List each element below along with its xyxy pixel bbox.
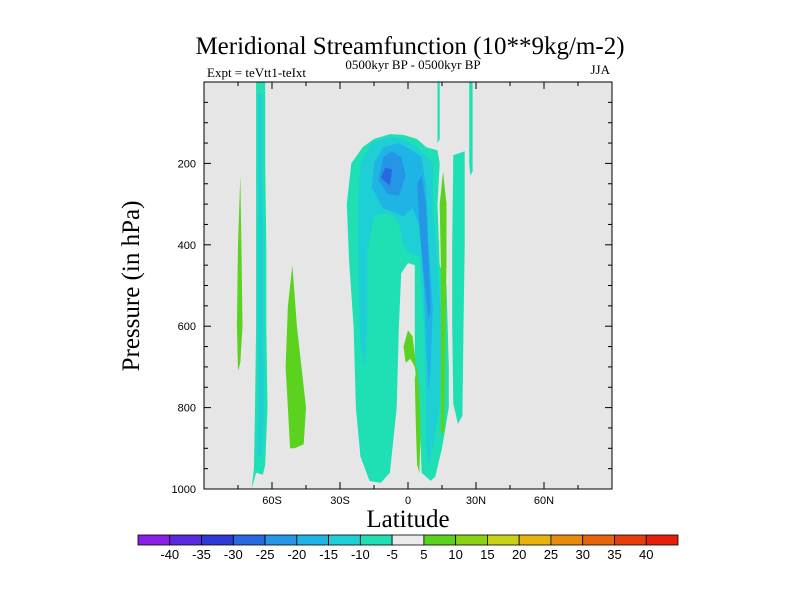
colorbar-label: -15 bbox=[319, 547, 338, 562]
contour-region-1 bbox=[257, 94, 265, 457]
colorbar: -40 -35 -30 -25 -20 -15 -10 -5 5 10 15 20 25 30 35 40 bbox=[137, 534, 679, 562]
contour-region-12 bbox=[439, 171, 447, 437]
colorbar-swatch bbox=[201, 534, 234, 546]
colorbar-label: -35 bbox=[192, 547, 211, 562]
x-axis-label: Latitude bbox=[366, 506, 449, 533]
colorbar-swatch bbox=[391, 534, 425, 546]
contour-region-2 bbox=[236, 175, 243, 371]
colorbar-swatch bbox=[614, 534, 647, 546]
contour-region-11 bbox=[414, 366, 421, 473]
colorbar-swatch bbox=[169, 534, 202, 546]
y-tick-label: 200 bbox=[178, 158, 196, 170]
colorbar-label: 40 bbox=[639, 547, 653, 562]
contour-regions bbox=[236, 82, 473, 489]
axis-ticks: 60S 30S 0 30N 60N 200 400 600 800 1000 bbox=[172, 82, 613, 507]
colorbar-label: 20 bbox=[512, 547, 526, 562]
colorbar-swatch bbox=[550, 534, 584, 546]
colorbar-swatch bbox=[328, 534, 361, 546]
colorbar-label: 25 bbox=[544, 547, 558, 562]
contour-region-6 bbox=[371, 143, 433, 392]
y-axis-label: Pressure (in hPa) bbox=[118, 201, 145, 372]
y-tick-label: 800 bbox=[178, 403, 196, 415]
x-tick-label: 30S bbox=[330, 495, 350, 507]
contour-region-7 bbox=[378, 151, 406, 196]
contour-region-13 bbox=[452, 151, 465, 424]
colorbar-swatch bbox=[455, 534, 488, 546]
contour-region-8 bbox=[417, 175, 431, 319]
contour-region-14 bbox=[469, 82, 473, 176]
chart-subtitle-center: 0500kyr BP - 0500kyr BP bbox=[345, 57, 480, 72]
colorbar-swatch bbox=[296, 534, 329, 546]
y-tick-label: 1000 bbox=[172, 484, 196, 496]
colorbar-label: -25 bbox=[256, 547, 275, 562]
colorbar-label: 10 bbox=[448, 547, 462, 562]
x-tick-label: 60N bbox=[534, 495, 554, 507]
y-tick-label: 600 bbox=[178, 321, 196, 333]
chart-title: Meridional Streamfunction (10**9kg/m-2) bbox=[195, 33, 624, 60]
colorbar-swatch bbox=[232, 534, 266, 546]
colorbar-label: 30 bbox=[575, 547, 589, 562]
colorbar-swatch bbox=[423, 534, 457, 546]
colorbar-swatch bbox=[264, 534, 298, 546]
contour-region-15 bbox=[437, 82, 440, 144]
x-tick-label: 60S bbox=[262, 495, 282, 507]
contour-region-16 bbox=[430, 440, 432, 461]
contour-region-3 bbox=[285, 265, 306, 449]
colorbar-label: -40 bbox=[160, 547, 179, 562]
y-tick-label: 400 bbox=[178, 240, 196, 252]
colorbar-label: -10 bbox=[351, 547, 370, 562]
contour-region-10 bbox=[403, 330, 418, 375]
colorbar-swatch bbox=[582, 534, 615, 546]
colorbar-label: -5 bbox=[386, 547, 398, 562]
colorbar-label: 5 bbox=[420, 547, 427, 562]
colorbar-label: -30 bbox=[224, 547, 243, 562]
chart-subtitle-right: JJA bbox=[590, 62, 610, 77]
chart-subtitle-left: Expt = teVtt1-teIxt bbox=[207, 65, 306, 80]
x-tick-label: 30N bbox=[466, 495, 486, 507]
colorbar-swatch bbox=[645, 534, 679, 546]
x-tick-label: 0 bbox=[405, 495, 411, 507]
colorbar-label: -20 bbox=[287, 547, 306, 562]
colorbar-swatch bbox=[518, 534, 552, 546]
contour-region-9 bbox=[380, 167, 393, 186]
colorbar-label: 35 bbox=[607, 547, 621, 562]
colorbar-swatch bbox=[487, 534, 520, 546]
colorbar-label: 15 bbox=[480, 547, 494, 562]
colorbar-swatch bbox=[359, 534, 393, 546]
colorbar-swatch bbox=[137, 534, 171, 546]
